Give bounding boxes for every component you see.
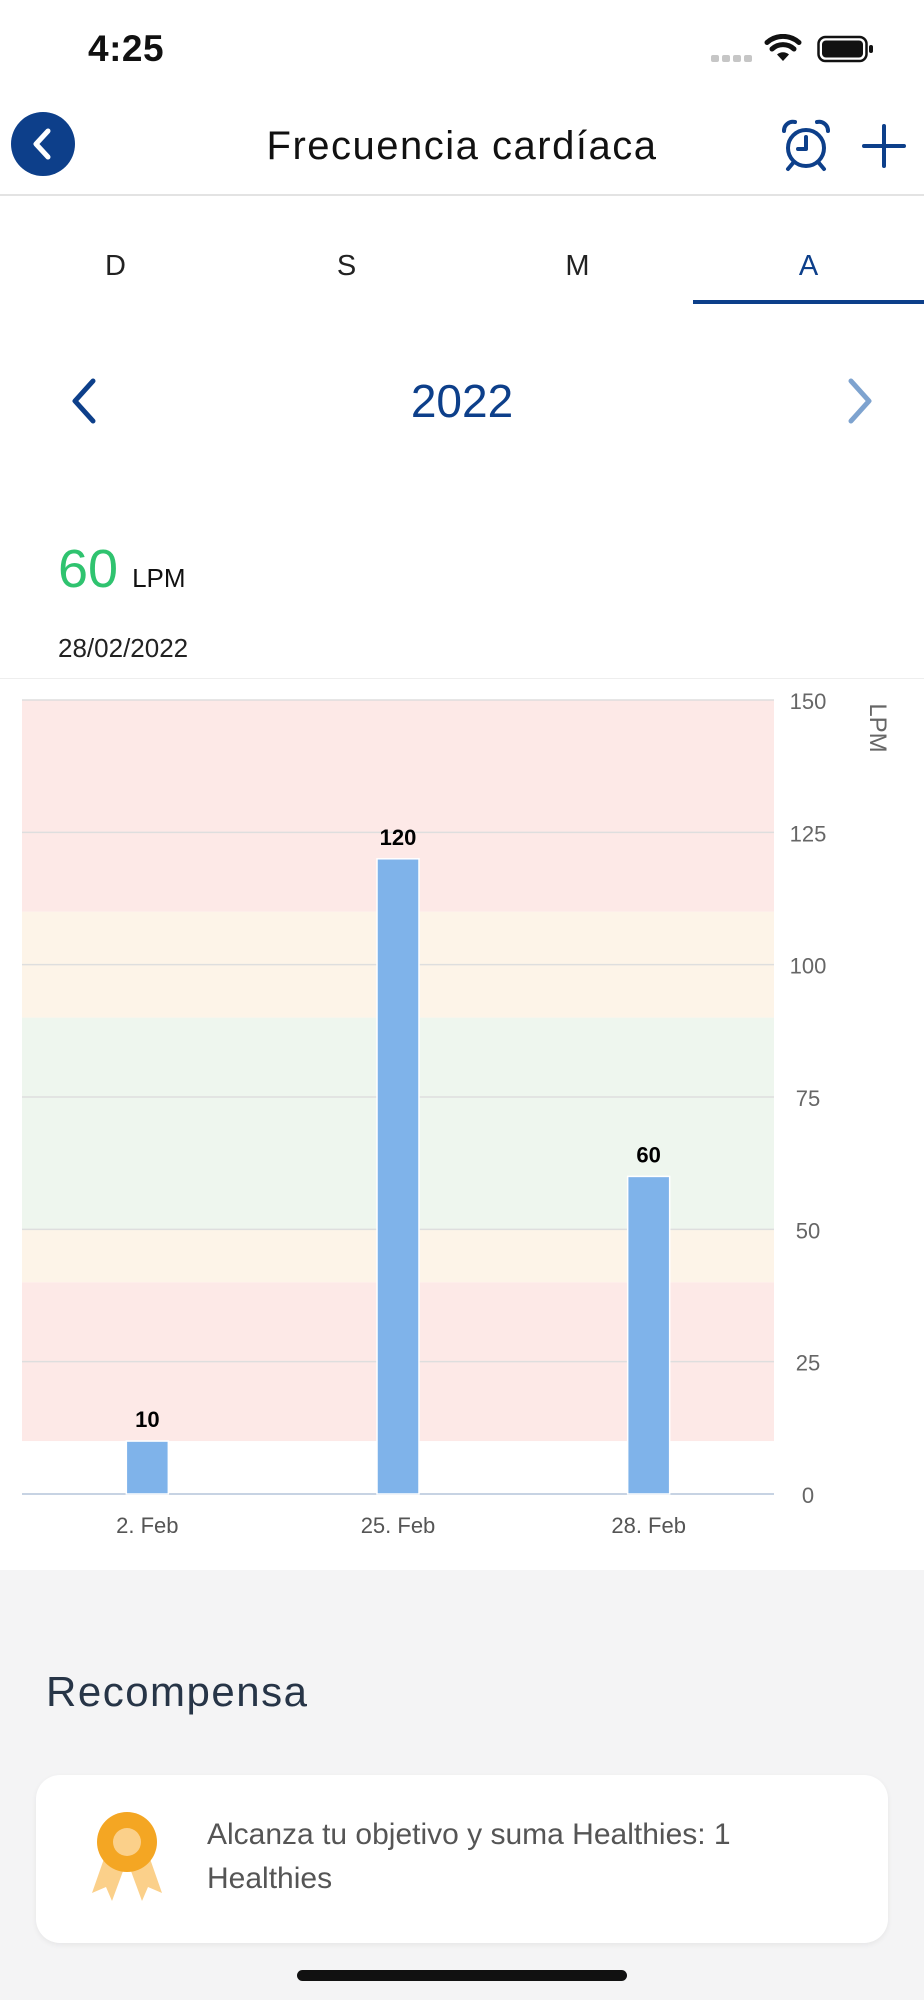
period-tabs: D S M A xyxy=(0,230,924,304)
y-tick-label: 25 xyxy=(796,1351,820,1376)
previous-period-button[interactable] xyxy=(66,375,106,432)
status-time: 4:25 xyxy=(88,28,165,69)
tab-year[interactable]: A xyxy=(693,230,924,304)
chevron-right-icon xyxy=(848,378,872,424)
navigation-bar: Frecuencia cardíaca xyxy=(0,100,924,196)
bar-data-label: 60 xyxy=(636,1142,660,1167)
reward-section: Recompensa Alcanza tu objetivo y suma He… xyxy=(0,1570,924,2000)
battery-icon xyxy=(817,35,873,63)
y-tick-label: 75 xyxy=(796,1086,820,1111)
next-period-button[interactable] xyxy=(838,375,878,432)
reward-title: Recompensa xyxy=(46,1668,309,1715)
home-indicator xyxy=(297,1970,627,1981)
y-tick-label: 150 xyxy=(790,689,827,714)
y-axis-title: LPM xyxy=(864,703,891,752)
alarm-clock-icon xyxy=(782,119,830,171)
reading-value: 60 xyxy=(58,539,119,599)
add-button[interactable] xyxy=(858,120,910,177)
medal-icon xyxy=(92,1812,162,1901)
chart-bar xyxy=(376,858,420,1495)
chevron-left-icon xyxy=(33,128,51,160)
tab-day[interactable]: D xyxy=(105,250,126,282)
y-tick-label: 125 xyxy=(790,821,827,846)
cellular-signal-icon xyxy=(711,55,752,62)
tab-month[interactable]: M xyxy=(565,250,590,282)
heart-rate-chart: 0 25 50 75 100 125 150 LPM 10 2. Feb 120 25. Feb 60 2… xyxy=(22,689,891,1538)
alarm-button[interactable] xyxy=(778,118,834,179)
current-reading: 60 LPM xyxy=(58,538,186,600)
x-tick-label: 2. Feb xyxy=(116,1513,178,1538)
y-tick-label: 50 xyxy=(796,1218,820,1243)
y-tick-label: 100 xyxy=(790,954,827,979)
reward-card[interactable]: Alcanza tu objetivo y suma Healthies: 1 … xyxy=(36,1775,888,1943)
chart-bar xyxy=(626,1175,671,1495)
wifi-icon xyxy=(764,34,802,61)
page-title: Frecuencia cardíaca xyxy=(266,124,658,168)
chevron-left-icon xyxy=(72,378,96,424)
chart-bar xyxy=(125,1440,170,1495)
reading-date: 28/02/2022 xyxy=(58,633,189,663)
y-tick-label: 0 xyxy=(802,1483,814,1508)
period-navigator: 2022 xyxy=(0,360,924,440)
tab-week[interactable]: S xyxy=(336,250,357,282)
reading-unit: LPM xyxy=(132,563,186,593)
period-label: 2022 xyxy=(410,375,514,427)
reward-description: Alcanza tu objetivo y suma Healthies: 1 … xyxy=(207,1818,731,1895)
bar-data-label: 10 xyxy=(135,1407,159,1432)
plus-icon xyxy=(862,124,906,168)
back-button[interactable] xyxy=(11,112,75,176)
x-tick-label: 28. Feb xyxy=(611,1513,686,1538)
x-tick-label: 25. Feb xyxy=(361,1513,436,1538)
status-bar: 4:25 xyxy=(0,0,924,100)
divider xyxy=(0,678,924,679)
bar-data-label: 120 xyxy=(380,825,417,850)
